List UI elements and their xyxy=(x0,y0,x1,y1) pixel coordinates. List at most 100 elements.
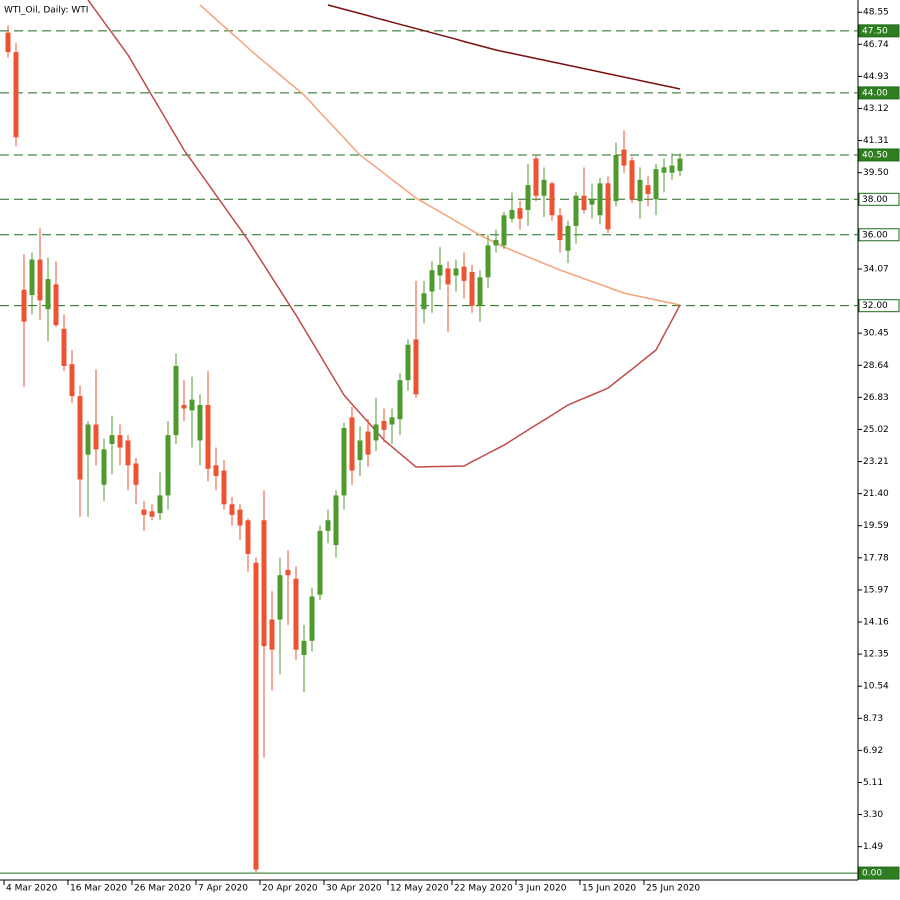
y-tick-label: 25.02 xyxy=(863,425,889,435)
candle-body xyxy=(565,225,571,251)
level-label: 38.00 xyxy=(862,195,888,205)
level-label-bg xyxy=(858,299,900,313)
candle-body xyxy=(365,431,371,455)
y-tick-label: 14.16 xyxy=(863,618,889,628)
candle-body xyxy=(341,428,347,496)
candle-body xyxy=(581,195,587,210)
y-tick-label: 30.45 xyxy=(863,329,889,339)
candle-body xyxy=(477,277,483,306)
candle-body xyxy=(597,183,603,216)
candle-body xyxy=(165,435,171,496)
y-tick-label: 12.35 xyxy=(863,650,889,660)
y-tick-label: 1.49 xyxy=(863,842,883,852)
candle-body xyxy=(461,266,467,281)
candle-body xyxy=(269,619,275,650)
y-tick-label: 8.73 xyxy=(863,714,883,724)
x-tick-label: 25 Jun 2020 xyxy=(646,884,700,894)
candle-body xyxy=(229,504,235,515)
candle-body xyxy=(413,339,419,395)
x-tick-label: 26 Mar 2020 xyxy=(134,884,191,894)
candle-body xyxy=(69,364,75,397)
y-tick-label: 41.31 xyxy=(863,136,889,146)
y-tick-label: 26.83 xyxy=(863,393,889,403)
y-tick-label: 34.07 xyxy=(863,264,889,274)
candle-body xyxy=(205,404,211,469)
candle-body xyxy=(237,509,243,526)
candle-body xyxy=(277,575,283,620)
level-label-bg xyxy=(858,24,900,38)
candle-body xyxy=(469,271,475,306)
candle-body xyxy=(117,435,123,448)
level-label: 0.00 xyxy=(862,869,882,879)
x-tick-label: 30 Apr 2020 xyxy=(326,884,382,894)
candle-body xyxy=(509,209,515,219)
candle-body xyxy=(333,495,339,546)
candle-body xyxy=(389,417,395,425)
candle-body xyxy=(125,440,131,466)
candle-body xyxy=(669,165,675,173)
candle-body xyxy=(557,215,563,241)
level-label: 32.00 xyxy=(862,301,888,311)
x-tick-label: 4 Mar 2020 xyxy=(6,884,58,894)
candle-body xyxy=(605,183,611,230)
candle-body xyxy=(5,32,11,53)
candle-body xyxy=(453,268,459,276)
candle-body xyxy=(429,270,435,292)
y-tick-label: 44.93 xyxy=(863,72,889,82)
candle-body xyxy=(37,259,43,301)
candle-body xyxy=(293,578,299,650)
candle-body xyxy=(525,185,531,210)
y-tick-label: 28.64 xyxy=(863,361,889,371)
candle-body xyxy=(301,640,307,655)
candle-body xyxy=(173,365,179,436)
candle-body xyxy=(653,169,659,200)
y-tick-label: 46.74 xyxy=(863,40,889,50)
candle-body xyxy=(637,179,643,202)
candle-body xyxy=(189,399,195,411)
candle-body xyxy=(493,240,499,246)
candle-body xyxy=(85,424,91,455)
level-label: 47.50 xyxy=(862,26,888,36)
chart-title: WTI_Oil, Daily: WTI xyxy=(4,6,88,16)
candle-body xyxy=(381,420,387,430)
x-tick-label: 3 Jun 2020 xyxy=(518,884,567,894)
x-tick-label: 22 May 2020 xyxy=(454,884,513,894)
candles xyxy=(5,25,683,874)
candle-body xyxy=(317,530,323,595)
level-label-bg xyxy=(858,866,900,880)
candle-body xyxy=(221,470,227,505)
candle-body xyxy=(501,215,507,246)
x-tick-label: 7 Apr 2020 xyxy=(198,884,248,894)
level-label: 40.50 xyxy=(862,150,888,160)
candle-body xyxy=(549,183,555,216)
candle-body xyxy=(397,380,403,420)
candle-body xyxy=(197,404,203,441)
x-tick-label: 16 Mar 2020 xyxy=(70,884,127,894)
axis-labels: 48.55 46.74 44.93 43.12 41.31 39.50 34.07 30.45… xyxy=(3,8,900,894)
candle-body xyxy=(309,596,315,641)
level-label-bg xyxy=(858,148,900,162)
ma-line xyxy=(327,4,681,90)
candle-body xyxy=(589,199,595,205)
y-tick-label: 3.30 xyxy=(863,810,883,820)
candle-body xyxy=(357,440,363,460)
candle-body xyxy=(437,264,443,276)
candle-body xyxy=(101,449,107,485)
candle-body xyxy=(181,404,187,409)
candle-body xyxy=(213,465,219,476)
y-tick-label: 39.50 xyxy=(863,168,889,178)
candle-body xyxy=(149,511,155,517)
y-tick-label: 43.12 xyxy=(863,104,889,114)
candle-body xyxy=(621,149,627,166)
candle-body xyxy=(373,424,379,441)
candle-body xyxy=(285,569,291,576)
candle-body xyxy=(13,52,19,138)
candle-body xyxy=(517,208,523,219)
candle-body xyxy=(485,245,491,278)
candle-body xyxy=(109,435,115,444)
level-label: 44.00 xyxy=(862,88,888,98)
y-tick-label: 10.54 xyxy=(863,682,889,692)
candle-body xyxy=(93,424,99,450)
